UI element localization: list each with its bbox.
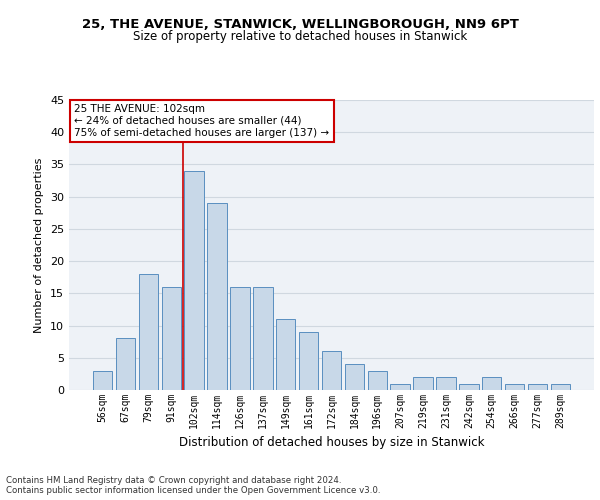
Text: 25 THE AVENUE: 102sqm
← 24% of detached houses are smaller (44)
75% of semi-deta: 25 THE AVENUE: 102sqm ← 24% of detached … <box>74 104 329 138</box>
Bar <box>482 377 502 390</box>
Bar <box>551 384 570 390</box>
Bar <box>436 377 455 390</box>
Bar <box>93 370 112 390</box>
Bar <box>208 203 227 390</box>
Bar <box>413 377 433 390</box>
Bar <box>322 352 341 390</box>
Text: Size of property relative to detached houses in Stanwick: Size of property relative to detached ho… <box>133 30 467 43</box>
Bar <box>459 384 479 390</box>
Bar <box>116 338 135 390</box>
Text: 25, THE AVENUE, STANWICK, WELLINGBOROUGH, NN9 6PT: 25, THE AVENUE, STANWICK, WELLINGBOROUGH… <box>82 18 518 30</box>
Bar <box>276 319 295 390</box>
Bar <box>368 370 387 390</box>
Bar <box>230 287 250 390</box>
Bar <box>528 384 547 390</box>
Text: Contains HM Land Registry data © Crown copyright and database right 2024.
Contai: Contains HM Land Registry data © Crown c… <box>6 476 380 495</box>
Bar <box>253 287 272 390</box>
Bar <box>139 274 158 390</box>
Bar <box>299 332 319 390</box>
X-axis label: Distribution of detached houses by size in Stanwick: Distribution of detached houses by size … <box>179 436 484 450</box>
Bar <box>505 384 524 390</box>
Bar <box>344 364 364 390</box>
Y-axis label: Number of detached properties: Number of detached properties <box>34 158 44 332</box>
Bar <box>391 384 410 390</box>
Bar <box>161 287 181 390</box>
Bar <box>184 171 204 390</box>
